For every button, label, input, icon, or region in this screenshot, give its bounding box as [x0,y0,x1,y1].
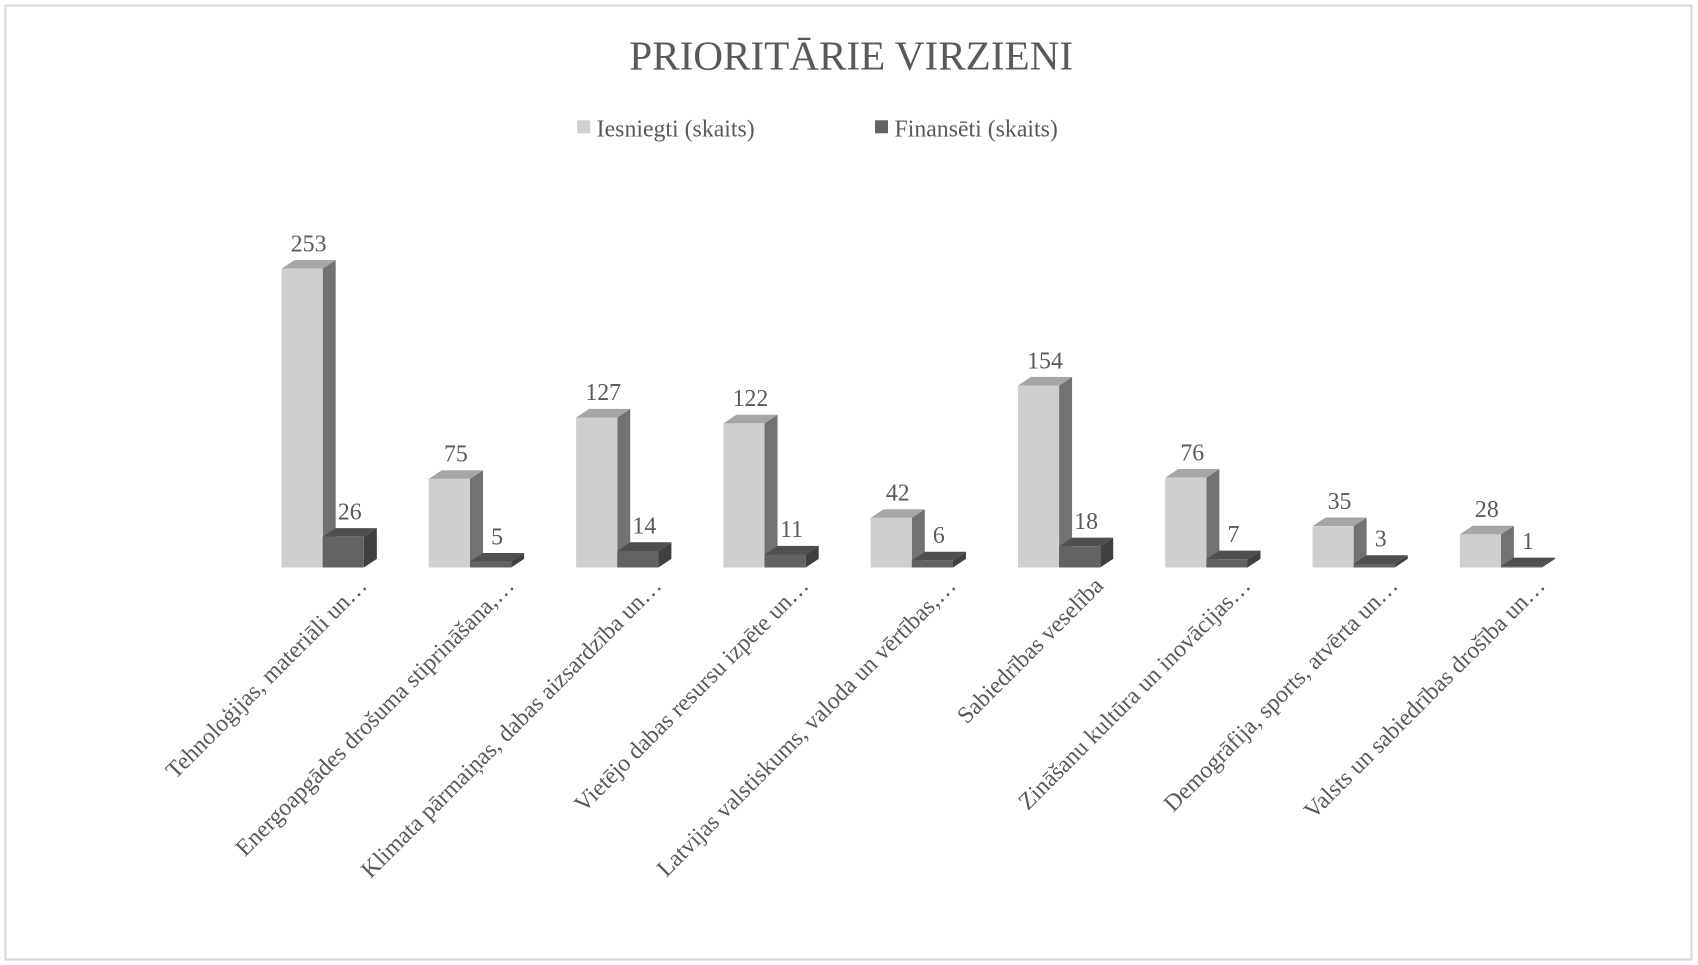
bar [764,545,819,568]
bar-face [322,536,364,568]
bar-face [952,551,966,568]
bar [428,470,483,568]
bar-face [617,542,672,551]
bar-face [805,545,819,568]
legend-label: Finansēti (skaits) [894,117,1057,143]
data-label: 5 [491,524,503,550]
bar [870,509,925,568]
bar-face [1312,526,1354,568]
bar-face [1353,517,1367,568]
bar-face [322,259,336,568]
legend-swatch [874,120,888,134]
bar [322,528,377,568]
bar [617,542,672,568]
data-label: 75 [444,442,468,468]
bar [911,551,966,568]
bar-face [1165,477,1207,568]
bar-face [469,552,525,562]
data-label: 6 [933,523,945,549]
data-label: 7 [1227,522,1239,548]
bar-face [576,417,618,568]
data-label: 18 [1074,509,1098,535]
bar [1165,469,1220,568]
bar [1500,557,1556,568]
bar-face [1353,555,1408,564]
data-label: 28 [1475,497,1499,523]
legend-label: Iesniegti (skaits) [597,117,755,143]
data-label: 127 [585,380,621,406]
chart-title: PRIORITĀRIE VIRZIENI [629,32,1073,78]
bar-face [363,528,377,568]
bar-face [1247,550,1261,568]
bar-face [723,414,778,424]
data-label: 3 [1375,527,1387,553]
data-label: 35 [1328,489,1352,515]
bar [1312,517,1367,568]
bar-face [870,509,925,518]
bar-face [1206,550,1261,560]
bar-face [870,517,912,568]
bar-face [658,542,672,568]
bar-face [1394,555,1408,568]
bar-face [911,509,925,568]
bar-face [617,550,659,568]
bar-face [1165,469,1220,478]
bar-face [1100,537,1114,568]
data-label: 26 [338,499,362,525]
bar [576,408,631,568]
bar-face [1059,546,1101,568]
bar [469,552,525,568]
bar-face [281,259,336,269]
bar-face [1459,534,1501,568]
bar-face [281,268,323,568]
bar [281,259,336,568]
bar-face [1017,376,1073,386]
bar-face [1206,469,1220,568]
bar-face [1206,559,1248,568]
bar-face [576,408,631,418]
bar-face [1459,525,1514,535]
data-label: 42 [886,481,910,507]
bar-face [617,408,631,568]
bar-face [1353,563,1395,568]
bar [723,414,778,568]
bar-face [1059,376,1073,568]
data-label: 1 [1522,529,1534,555]
bar-face [511,552,525,568]
bar-face [764,545,819,555]
data-label: 122 [733,386,769,412]
bar [1459,525,1514,568]
bar-face [723,423,765,568]
data-label: 253 [291,231,327,257]
bar [1206,550,1261,568]
bar [1017,376,1073,568]
bar-face [1312,517,1367,527]
bar-face [1500,566,1543,568]
bar-face [764,414,778,568]
bar-face [764,554,806,568]
data-label: 14 [632,514,656,540]
bar-face [322,528,377,537]
bar-face [428,470,483,479]
bar-face [428,478,470,568]
bar-face [911,560,953,568]
bar-face [1500,525,1514,568]
data-label: 154 [1027,348,1063,374]
bar-face [1059,537,1114,547]
bar-face [469,470,483,568]
bar-face [1542,557,1556,568]
bar [1059,537,1114,568]
bar [1353,555,1408,568]
bar-face [911,551,966,561]
bar-face [469,561,512,568]
data-label: 76 [1180,440,1204,466]
bar-face [1500,557,1556,567]
bar-face [1017,385,1060,568]
data-label: 11 [780,517,803,543]
legend-swatch [577,120,591,134]
